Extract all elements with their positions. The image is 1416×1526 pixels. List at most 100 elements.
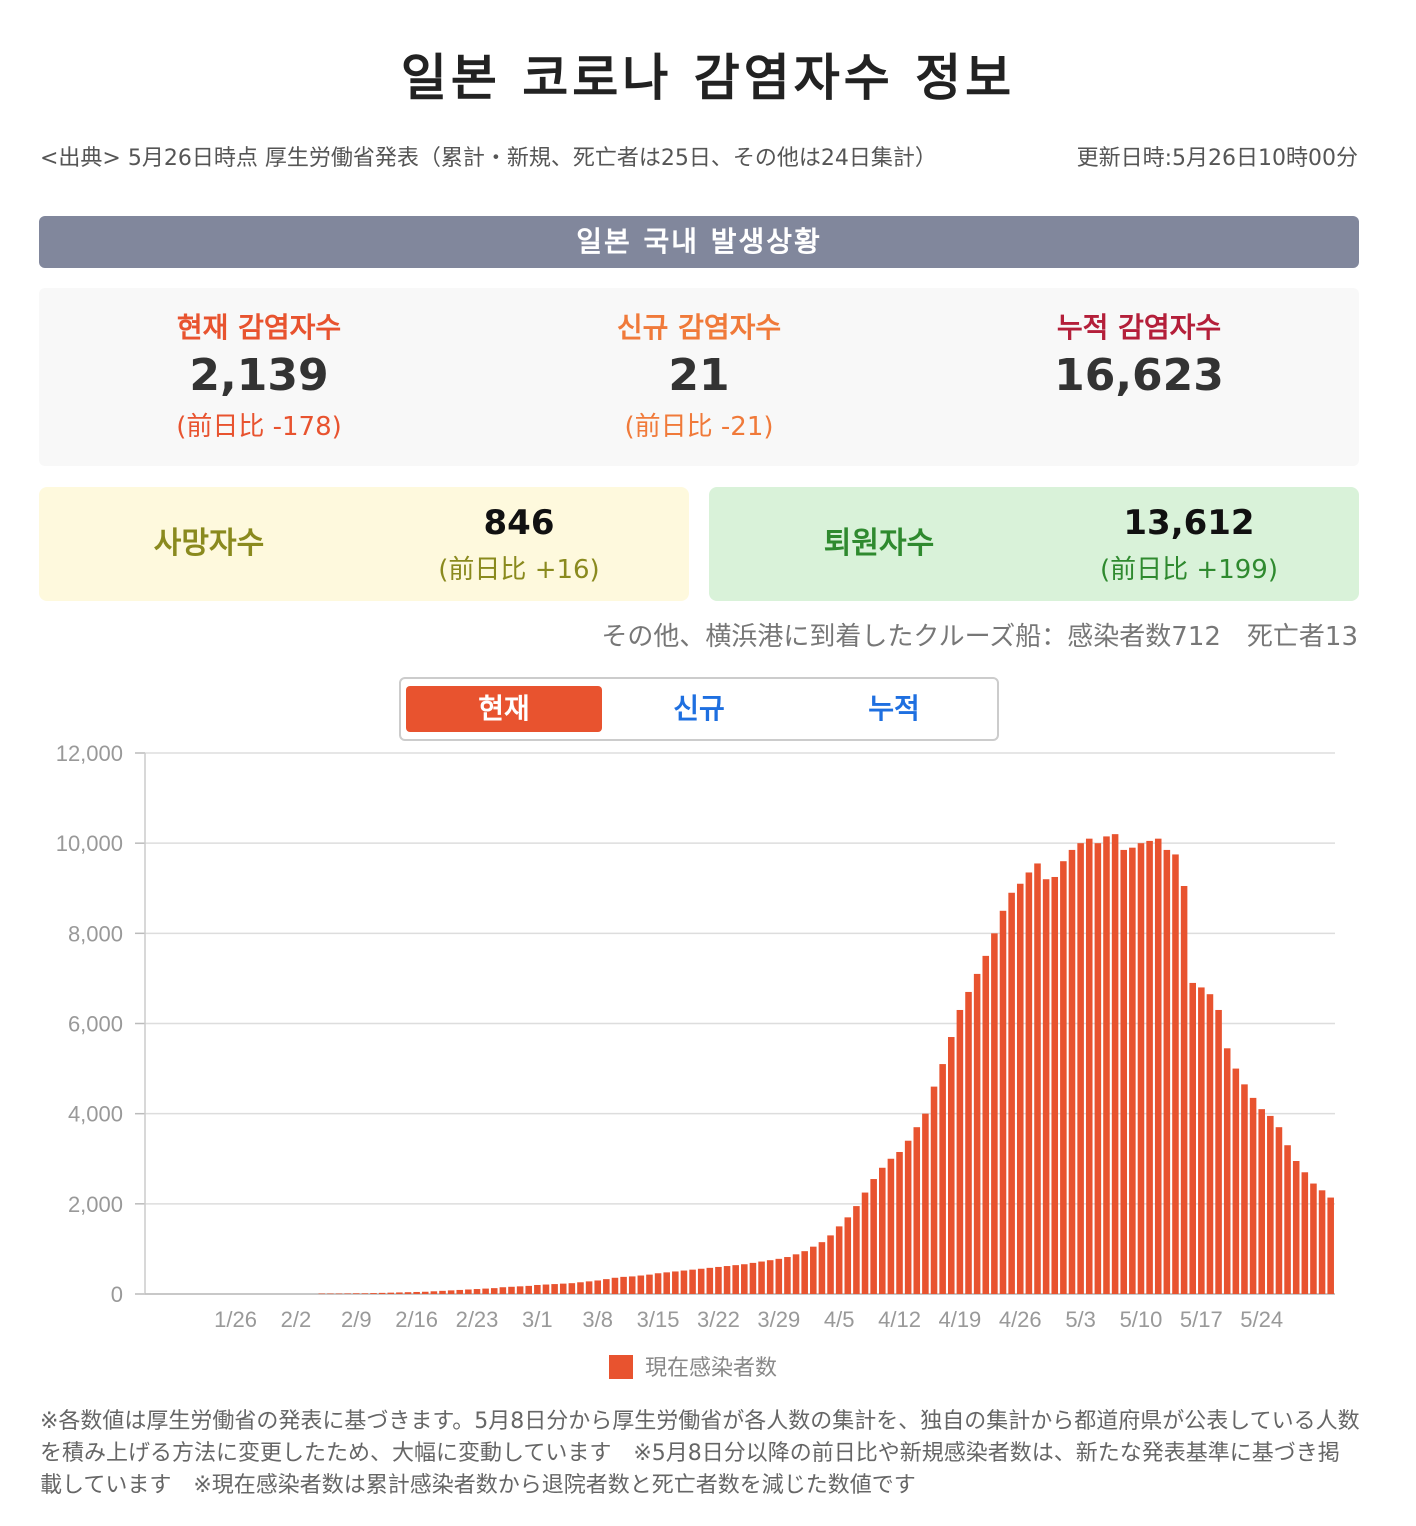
bar bbox=[1025, 872, 1033, 1294]
bar bbox=[318, 1293, 326, 1295]
bar bbox=[991, 933, 998, 1294]
bar bbox=[594, 1280, 601, 1294]
tab-cumulative[interactable]: 누적 bbox=[868, 692, 920, 725]
bar bbox=[810, 1246, 817, 1294]
stat-new-diff: (前日比 -21) bbox=[624, 412, 774, 442]
bar bbox=[1094, 843, 1102, 1294]
bar bbox=[1008, 892, 1015, 1294]
bar bbox=[352, 1293, 360, 1294]
x-tick-label: 5/10 bbox=[1120, 1307, 1163, 1332]
stat-new-value: 21 bbox=[668, 350, 730, 401]
bar bbox=[1180, 885, 1188, 1294]
bar bbox=[508, 1286, 515, 1294]
tab-current[interactable]: 현재 bbox=[406, 686, 602, 732]
bar bbox=[1258, 1109, 1265, 1294]
bar bbox=[370, 1293, 377, 1294]
bar bbox=[930, 1086, 938, 1294]
bar bbox=[706, 1267, 714, 1294]
bar bbox=[1198, 987, 1205, 1294]
y-tick-label: 0 bbox=[111, 1282, 123, 1307]
page-title: 일본 코로나 감염자수 정보 bbox=[400, 49, 1016, 107]
bar bbox=[904, 1140, 912, 1294]
bar bbox=[1318, 1190, 1326, 1294]
bar bbox=[879, 1167, 886, 1294]
y-tick-label: 2,000 bbox=[68, 1192, 123, 1217]
bar bbox=[628, 1276, 636, 1294]
deaths-box: 사망자수 846 (前日比 +16) bbox=[39, 487, 689, 601]
bar bbox=[939, 1064, 946, 1294]
x-tick-label: 3/15 bbox=[637, 1307, 680, 1332]
stat-current-label: 현재 감염자수 bbox=[176, 311, 342, 344]
x-tick-label: 4/19 bbox=[938, 1307, 981, 1332]
bar bbox=[1129, 847, 1136, 1294]
bar bbox=[723, 1266, 731, 1294]
bar bbox=[896, 1151, 903, 1294]
bar bbox=[697, 1268, 705, 1294]
bar bbox=[1267, 1115, 1274, 1294]
bar bbox=[1327, 1197, 1334, 1294]
bar bbox=[646, 1274, 653, 1294]
tab-new[interactable]: 신규 bbox=[673, 692, 725, 725]
chart-tab-bar: 현재 신규 누적 bbox=[399, 677, 999, 741]
section-header: 일본 국내 발생상황 bbox=[39, 216, 1359, 268]
bar bbox=[387, 1292, 395, 1294]
bar bbox=[1301, 1172, 1309, 1294]
bar bbox=[439, 1290, 446, 1294]
bar bbox=[913, 1127, 921, 1294]
x-tick-label: 2/16 bbox=[395, 1307, 438, 1332]
updated-time: 更新日時:5月26日10時00分 bbox=[1076, 146, 1358, 171]
bar bbox=[1042, 879, 1050, 1294]
bar bbox=[887, 1158, 895, 1294]
bar bbox=[1060, 861, 1067, 1294]
bar bbox=[551, 1284, 558, 1294]
x-tick-label: 4/26 bbox=[999, 1307, 1042, 1332]
bar bbox=[689, 1269, 696, 1294]
bar bbox=[335, 1293, 343, 1295]
bar bbox=[999, 910, 1007, 1294]
x-tick-label: 5/17 bbox=[1180, 1307, 1223, 1332]
bar bbox=[361, 1293, 369, 1294]
y-tick-label: 12,000 bbox=[56, 741, 123, 766]
stat-total-value: 16,623 bbox=[1054, 350, 1224, 401]
bar bbox=[637, 1275, 645, 1294]
bar bbox=[430, 1291, 438, 1294]
bar bbox=[1051, 876, 1059, 1294]
bar bbox=[577, 1282, 584, 1294]
bar bbox=[1034, 863, 1041, 1294]
deaths-diff: (前日比 +16) bbox=[438, 555, 600, 585]
deaths-label: 사망자수 bbox=[153, 526, 265, 561]
bar bbox=[603, 1279, 610, 1294]
stat-current-value: 2,139 bbox=[189, 350, 329, 401]
bar bbox=[404, 1292, 412, 1294]
x-tick-label: 5/24 bbox=[1240, 1307, 1283, 1332]
bar bbox=[1077, 843, 1084, 1294]
bar bbox=[1249, 1097, 1257, 1294]
bar bbox=[1310, 1183, 1317, 1294]
bar bbox=[413, 1291, 420, 1294]
stats-panel: 현재 감염자수 2,139 (前日比 -178) 신규 감염자수 21 (前日比… bbox=[39, 288, 1359, 466]
bar bbox=[1215, 1009, 1222, 1294]
bar bbox=[1111, 834, 1119, 1294]
bar bbox=[1189, 982, 1196, 1294]
bar bbox=[818, 1242, 826, 1294]
x-tick-label: 3/29 bbox=[757, 1307, 800, 1332]
bar bbox=[853, 1206, 860, 1294]
bar bbox=[784, 1257, 791, 1294]
footnotes: ※各数値は厚生労働省の発表に基づきます。5月8日分から厚生労働省が各人数の集計を… bbox=[40, 1409, 1360, 1498]
bar bbox=[749, 1262, 757, 1294]
bar-chart: 0 2,000 4,000 6,000 8,000 10,000 12,000 1/26 2/2… bbox=[56, 741, 1335, 1381]
x-tick-label: 1/26 bbox=[214, 1307, 257, 1332]
bar bbox=[973, 973, 981, 1294]
x-tick-label: 3/1 bbox=[522, 1307, 553, 1332]
bar bbox=[861, 1192, 869, 1294]
y-tick-label: 6,000 bbox=[68, 1012, 123, 1037]
bar bbox=[732, 1265, 739, 1294]
bar bbox=[1172, 854, 1179, 1294]
bar bbox=[534, 1284, 541, 1294]
x-tick-label: 2/9 bbox=[341, 1307, 372, 1332]
x-tick-label: 3/22 bbox=[697, 1307, 740, 1332]
x-tick-label: 4/12 bbox=[878, 1307, 921, 1332]
stat-total-label: 누적 감염자수 bbox=[1056, 311, 1222, 344]
bar bbox=[1068, 849, 1076, 1294]
bar bbox=[1275, 1127, 1283, 1294]
